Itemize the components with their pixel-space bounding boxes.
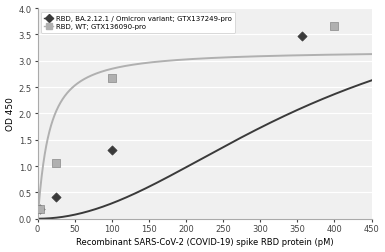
Point (331, 25, 338, 29)
Point (109, 77, 115, 81)
Point (37, 207, 43, 211)
Legend: RBD, BA.2.12.1 / Omicron variant; GTX137249-pro, RBD, WT; GTX136090-pro: RBD, BA.2.12.1 / Omicron variant; GTX137… (41, 13, 235, 34)
X-axis label: Recombinant SARS-CoV-2 (COVID-19) spike RBD protein (pM): Recombinant SARS-CoV-2 (COVID-19) spike … (76, 237, 333, 246)
Point (109, 149, 115, 153)
Point (37, 207, 43, 211)
Point (299, 35, 305, 39)
Point (53, 162, 59, 166)
Y-axis label: OD 450: OD 450 (5, 97, 15, 131)
Point (53, 195, 59, 199)
